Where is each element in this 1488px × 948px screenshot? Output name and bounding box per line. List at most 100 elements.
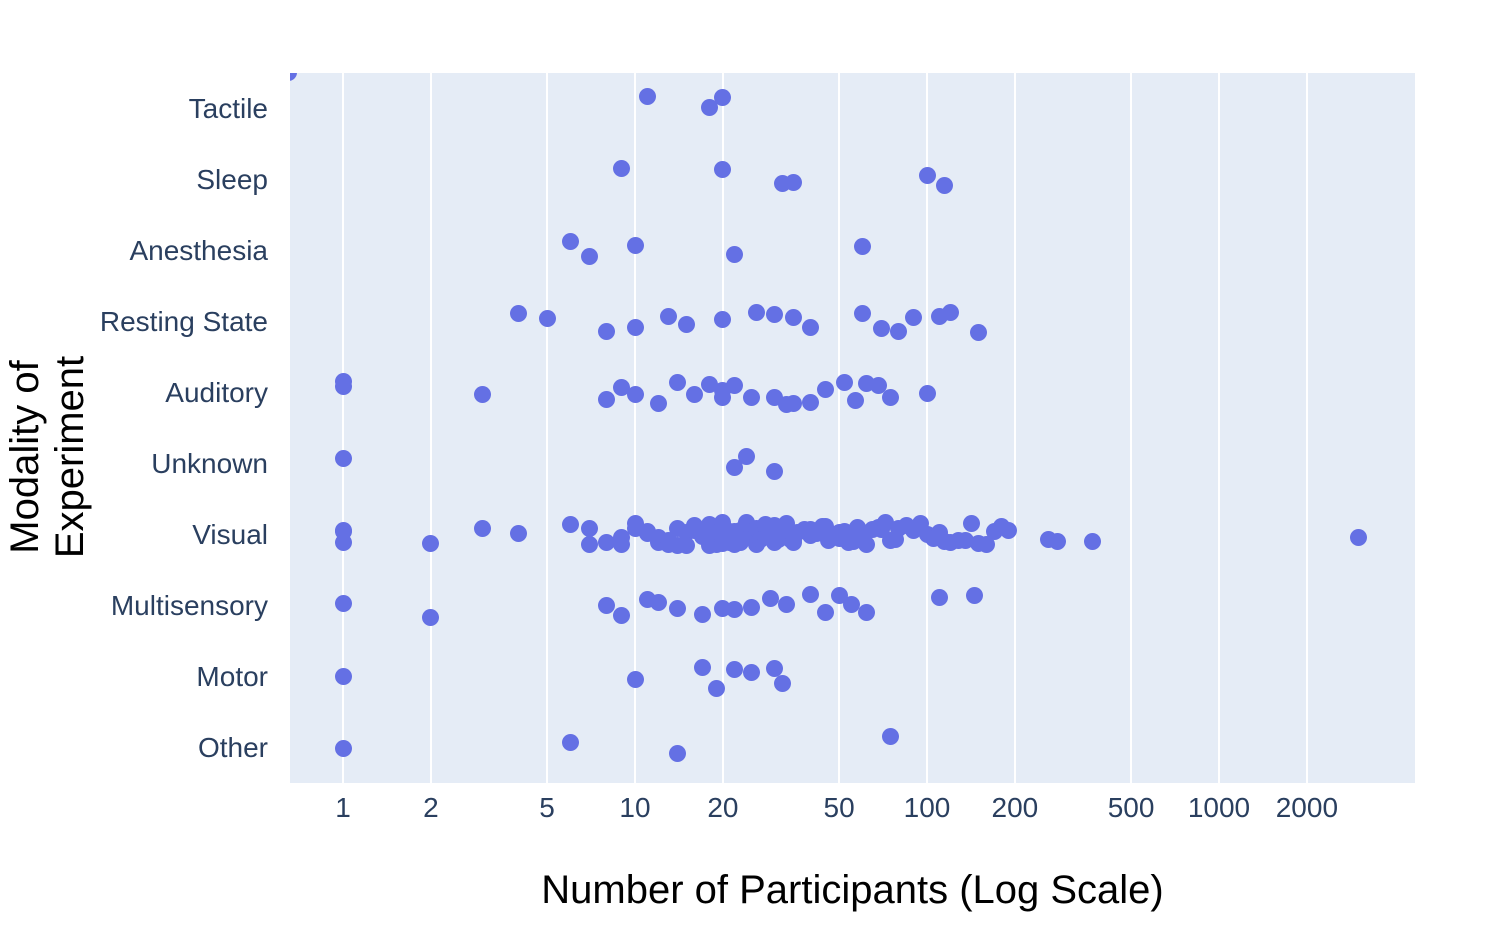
data-point <box>802 393 820 411</box>
data-point <box>726 600 744 618</box>
data-point <box>873 320 891 338</box>
x-tick-label-200: 200 <box>991 792 1039 823</box>
data-point <box>890 323 908 341</box>
x-tick-label-2000: 2000 <box>1275 792 1339 823</box>
data-point <box>785 174 803 192</box>
data-point <box>422 608 440 626</box>
y-tick-label-tactile: Tactile <box>188 92 268 124</box>
data-point <box>842 596 860 614</box>
data-point <box>638 88 656 105</box>
y-tick-label-visual: Visual <box>192 518 268 550</box>
data-point <box>962 514 980 532</box>
x-tick-label-10: 10 <box>619 792 651 823</box>
x-tick-label-1: 1 <box>335 792 351 823</box>
data-point <box>817 604 835 622</box>
data-point <box>956 531 974 549</box>
data-point <box>737 448 755 466</box>
data-point <box>965 586 983 604</box>
data-point <box>999 521 1017 539</box>
y-tick-label-unknown: Unknown <box>151 447 268 479</box>
data-point <box>930 589 948 607</box>
gridline-x-200 <box>1013 73 1016 783</box>
data-point <box>334 372 352 390</box>
gridline-x-5 <box>546 73 549 783</box>
data-point <box>701 98 719 116</box>
data-point <box>747 304 765 322</box>
data-point <box>693 605 711 623</box>
data-point <box>626 237 644 255</box>
data-point <box>677 316 695 334</box>
gridline-x-2 <box>429 73 432 783</box>
y-tick-label-other: Other <box>197 731 268 763</box>
data-point <box>598 323 616 341</box>
data-point <box>714 311 732 329</box>
data-point <box>941 304 959 322</box>
data-point <box>714 161 732 179</box>
data-point <box>1084 532 1102 550</box>
data-point <box>742 663 760 681</box>
plot-area <box>290 73 1415 783</box>
data-point <box>649 395 667 413</box>
data-point <box>726 459 744 477</box>
data-point <box>765 306 783 324</box>
y-tick-label-motor: Motor <box>196 660 268 692</box>
y-tick-label-multisensory: Multisensory <box>110 589 268 621</box>
data-point <box>905 309 923 327</box>
data-point <box>334 534 352 552</box>
data-point <box>742 598 760 616</box>
data-point <box>802 586 820 604</box>
data-point <box>693 659 711 677</box>
y-tick-label-resting-state: Resting State <box>99 305 268 337</box>
data-point <box>598 390 616 408</box>
data-point <box>626 318 644 336</box>
data-point <box>613 378 631 396</box>
data-point <box>918 167 936 185</box>
gridline-x-1 <box>342 73 344 783</box>
data-point <box>785 395 803 413</box>
data-point <box>334 667 352 685</box>
data-point <box>626 671 644 689</box>
data-point <box>847 391 865 409</box>
data-point <box>726 246 744 264</box>
data-point <box>882 727 900 745</box>
x-tick-label-20: 20 <box>707 792 739 823</box>
data-point <box>334 740 352 758</box>
gridline-x-20 <box>721 73 724 783</box>
data-point <box>869 376 887 394</box>
data-point <box>669 745 687 763</box>
x-tick-label-1000: 1000 <box>1187 792 1251 823</box>
data-point <box>581 536 599 554</box>
data-point <box>598 533 616 551</box>
data-point <box>334 450 352 468</box>
data-point <box>742 389 760 407</box>
data-point <box>649 594 667 612</box>
data-point <box>510 524 528 542</box>
data-point <box>777 596 795 614</box>
data-point <box>817 380 835 398</box>
data-point <box>561 515 579 533</box>
data-point <box>669 373 687 391</box>
y-axis-title: Modality of Experiment <box>3 355 92 559</box>
y-tick-label-sleep: Sleep <box>196 163 268 195</box>
data-point <box>726 377 744 395</box>
data-point <box>969 323 987 341</box>
data-point <box>422 535 440 553</box>
x-tick-label-100: 100 <box>903 792 951 823</box>
data-point <box>613 536 631 554</box>
x-tick-label-2: 2 <box>423 792 439 823</box>
x-tick-label-500: 500 <box>1107 792 1155 823</box>
x-tick-label-50: 50 <box>823 792 855 823</box>
gridline-x-500 <box>1130 73 1133 783</box>
data-point <box>581 520 599 538</box>
data-point <box>659 308 677 326</box>
data-point <box>613 607 631 625</box>
data-point <box>918 384 936 402</box>
gridline-x-50 <box>838 73 841 783</box>
data-point <box>561 232 579 250</box>
data-point <box>473 385 491 403</box>
data-point <box>1049 532 1067 550</box>
data-point <box>857 604 875 622</box>
data-point <box>785 308 803 326</box>
gridline-x-2000 <box>1305 73 1308 783</box>
